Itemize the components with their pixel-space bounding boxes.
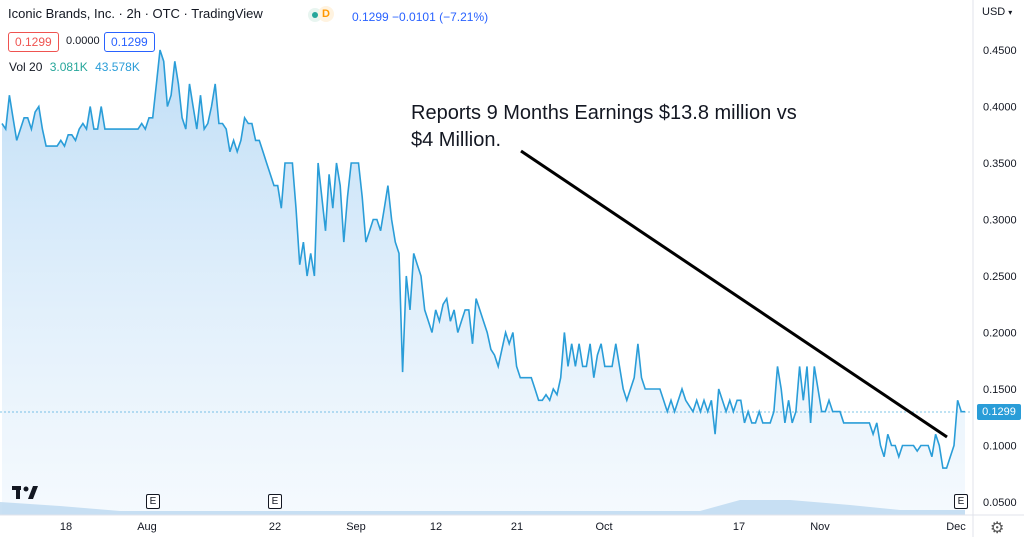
x-tick-label: Oct bbox=[595, 521, 612, 533]
x-tick-label: Dec bbox=[946, 521, 966, 533]
price-series-line[interactable] bbox=[1, 49, 966, 469]
y-tick-label: 0.3500 bbox=[983, 158, 1017, 170]
y-tick-label: 0.0500 bbox=[983, 497, 1017, 509]
annotation-line-1: Reports 9 Months Earnings $13.8 million … bbox=[411, 102, 797, 124]
volume-value: 3.081K bbox=[49, 60, 88, 74]
volume-area bbox=[0, 500, 965, 515]
earnings-e-icon[interactable]: E bbox=[268, 494, 282, 509]
volume-legend[interactable]: Vol 20 3.081K 43.578K bbox=[9, 60, 140, 74]
earnings-e-icon[interactable]: E bbox=[146, 494, 160, 509]
x-tick-label: 17 bbox=[733, 521, 745, 533]
x-tick-label: 22 bbox=[269, 521, 281, 533]
annotation-line-2: $4 Million. bbox=[411, 129, 502, 151]
y-tick-label: 0.4500 bbox=[983, 45, 1017, 57]
y-tick-label: 0.1000 bbox=[983, 441, 1017, 453]
chevron-down-icon: ▾ bbox=[1008, 8, 1013, 17]
tradingview-logo-icon[interactable] bbox=[12, 486, 40, 504]
y-tick-label: 0.4000 bbox=[983, 102, 1017, 114]
currency-label: USD bbox=[982, 6, 1006, 18]
chart-title: Iconic Brands, Inc. · 2h · OTC · Trading… bbox=[8, 6, 263, 21]
annotation-text[interactable]: Reports 9 Months Earnings $13.8 million … bbox=[411, 100, 797, 154]
price-area-fill bbox=[2, 50, 965, 515]
earnings-e-icon[interactable]: E bbox=[954, 494, 968, 509]
last-price-label: 0.1299 bbox=[977, 404, 1021, 420]
volume-label: Vol 20 bbox=[9, 60, 43, 74]
sell-button[interactable]: 0.1299 bbox=[8, 32, 59, 52]
price-change: 0.1299 −0.0101 (−7.21%) bbox=[352, 10, 489, 24]
annotation-arrow-line[interactable] bbox=[520, 149, 948, 439]
volume-ma: 43.578K bbox=[95, 60, 140, 74]
x-tick-label: 12 bbox=[430, 521, 442, 533]
y-tick-label: 0.2000 bbox=[983, 328, 1017, 340]
y-tick-label: 0.2500 bbox=[983, 271, 1017, 283]
currency-dropdown[interactable]: USD ▾ bbox=[982, 6, 1012, 18]
y-tick-label: 0.3000 bbox=[983, 215, 1017, 227]
x-tick-label: Aug bbox=[137, 521, 157, 533]
x-tick-label: Sep bbox=[346, 521, 366, 533]
gear-icon[interactable]: ⚙ bbox=[990, 520, 1005, 537]
spread-value: 0.0000 bbox=[66, 35, 100, 47]
status-badge: D bbox=[318, 6, 334, 22]
buy-button[interactable]: 0.1299 bbox=[104, 32, 155, 52]
x-tick-label: 18 bbox=[60, 521, 72, 533]
x-tick-label: Nov bbox=[810, 521, 830, 533]
y-tick-label: 0.1500 bbox=[983, 384, 1017, 396]
x-tick-label: 21 bbox=[511, 521, 523, 533]
